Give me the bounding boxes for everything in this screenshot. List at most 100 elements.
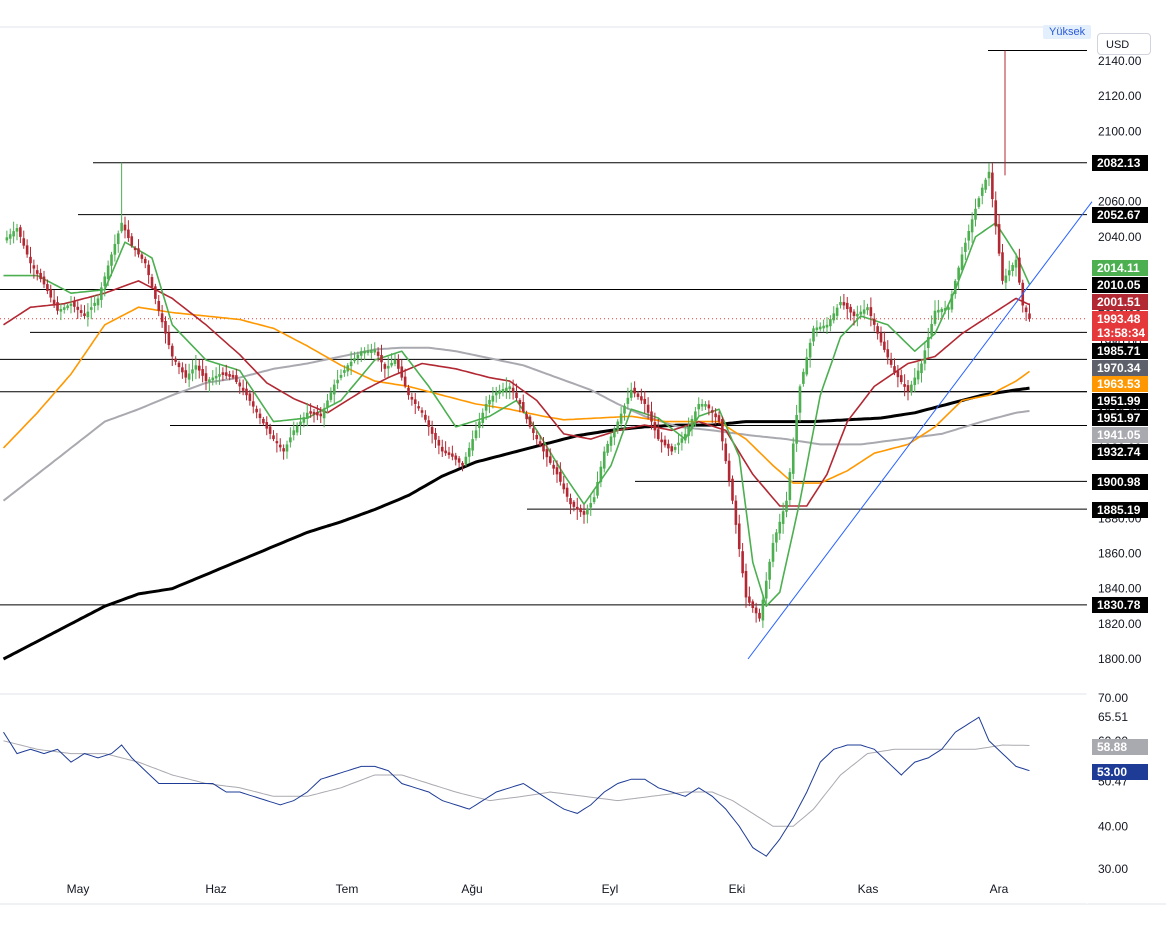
candle-body <box>616 421 620 431</box>
candle-body <box>214 375 218 379</box>
rsi-tag: 53.00 <box>1097 765 1127 779</box>
candle-body <box>626 397 630 404</box>
price-tag: 2010.05 <box>1097 278 1141 292</box>
price-tags: 2082.13 2052.67 2014.11 2010.05 2001.51 1993.… <box>1092 155 1148 780</box>
candle-body <box>856 313 859 317</box>
price-tag: 2052.67 <box>1097 208 1141 222</box>
price-tick-label: 1820.00 <box>1098 617 1142 631</box>
candle-body <box>650 411 653 422</box>
candlesticks <box>5 50 1031 628</box>
candle-body <box>329 392 333 400</box>
candle-body <box>913 377 917 386</box>
candle-body <box>451 453 454 457</box>
candle-body <box>910 384 913 392</box>
candle-body <box>596 481 599 496</box>
candle-body <box>251 401 255 407</box>
candle-body <box>997 224 1001 254</box>
rsi-ma-line <box>3 740 1030 827</box>
candle-body <box>174 358 177 362</box>
candle-body <box>1014 259 1018 268</box>
candle-body <box>899 375 903 382</box>
candle-body <box>761 599 765 621</box>
candle-body <box>194 365 198 370</box>
candle-body <box>123 224 127 231</box>
rsi-tag: 58.88 <box>1097 740 1127 754</box>
candle-body <box>535 435 539 440</box>
price-tag: 1970.34 <box>1097 361 1141 375</box>
candle-body <box>282 448 285 452</box>
price-tag-bg <box>1092 343 1148 359</box>
candle-body <box>403 376 407 387</box>
candle-body <box>660 439 663 443</box>
candle-body <box>427 420 431 427</box>
candle-body <box>903 384 906 387</box>
candle-body <box>845 302 849 309</box>
candle-body <box>56 302 59 311</box>
candle-body <box>393 360 397 364</box>
candle-body <box>363 350 366 354</box>
candle-body <box>110 254 113 266</box>
candle-body <box>710 410 714 413</box>
candle-body <box>181 367 184 373</box>
candle-body <box>454 455 458 460</box>
price-tick-label: 1860.00 <box>1098 546 1142 560</box>
candle-body <box>346 365 350 372</box>
candle-body <box>309 411 312 414</box>
candle-body <box>866 307 869 311</box>
candle-body <box>1007 270 1011 276</box>
price-tag: 2014.11 <box>1097 261 1140 275</box>
candle-body <box>488 399 491 405</box>
candle-body <box>231 374 235 378</box>
candle-body <box>73 301 76 307</box>
candle-body <box>974 208 977 220</box>
candle-body <box>970 219 974 233</box>
price-tag-bg <box>1092 444 1148 460</box>
candle-body <box>106 265 110 280</box>
candle-body <box>748 596 751 603</box>
candle-body <box>953 280 957 294</box>
candle-body <box>640 396 643 401</box>
candle-body <box>829 319 832 327</box>
candle-body <box>771 542 775 562</box>
candle-body <box>8 234 12 239</box>
candle-body <box>538 441 542 446</box>
currency-button[interactable]: USD <box>1097 33 1151 55</box>
candle-body <box>822 325 825 329</box>
candle-body <box>1001 252 1004 281</box>
candle-body <box>228 374 231 377</box>
candle-body <box>991 172 994 200</box>
candle-body <box>545 449 549 458</box>
candle-body <box>164 320 167 334</box>
candle-body <box>258 413 262 419</box>
candle-body <box>154 286 157 299</box>
time-axis[interactable]: May Haz Tem Ağu Eyl Eki Kas Ara <box>67 882 1009 896</box>
price-tag: 1885.19 <box>1097 503 1141 517</box>
trendline[interactable] <box>747 201 1093 660</box>
price-tag: 13:58:34 <box>1097 326 1145 340</box>
candle-body <box>623 405 626 414</box>
candle-body <box>521 402 525 412</box>
candle-body <box>1024 307 1028 313</box>
price-tag: 2001.51 <box>1097 295 1141 309</box>
candle-body <box>343 370 346 373</box>
candle-body <box>501 389 505 393</box>
support-trendline[interactable] <box>747 201 1093 660</box>
price-tag-bg <box>1092 155 1148 171</box>
candle-body <box>778 521 782 534</box>
candle-body <box>25 245 29 255</box>
candle-body <box>265 422 269 429</box>
candle-body <box>143 258 147 264</box>
candle-body <box>677 442 680 446</box>
candle-body <box>548 456 552 463</box>
price-tag-bg <box>1092 393 1148 409</box>
candle-body <box>211 377 215 381</box>
candle-body <box>191 369 194 374</box>
candle-body <box>802 371 805 384</box>
candle-body <box>400 366 404 378</box>
candle-body <box>15 228 19 232</box>
candle-body <box>758 612 761 619</box>
candle-body <box>248 393 252 401</box>
candle-body <box>613 429 616 438</box>
time-tick-label: Haz <box>205 882 226 896</box>
